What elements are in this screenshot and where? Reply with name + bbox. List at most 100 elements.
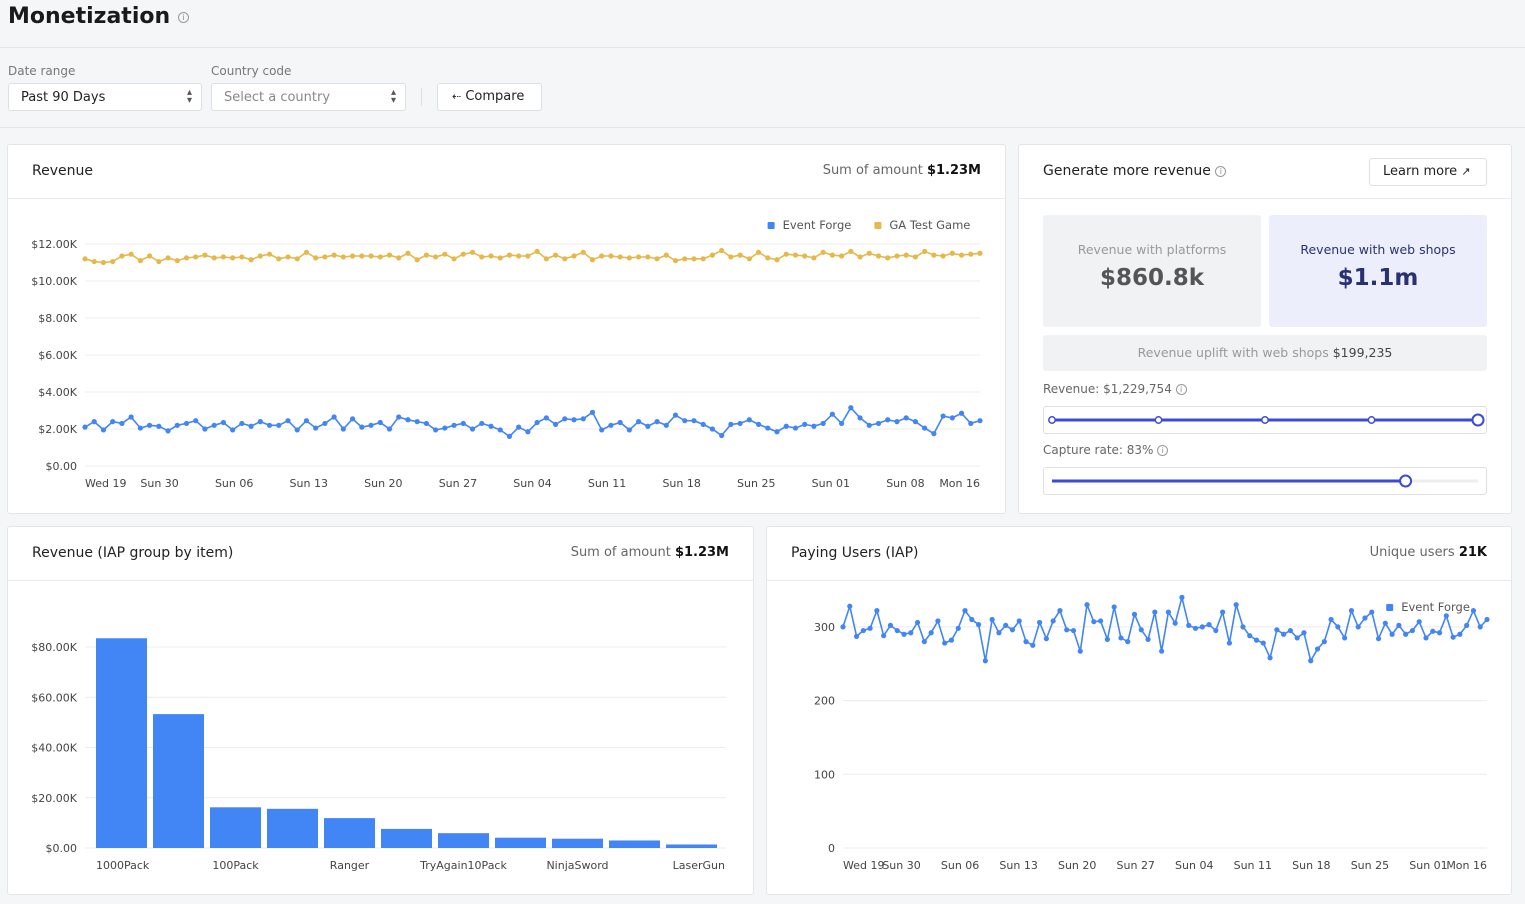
- bar: [495, 837, 546, 848]
- revenue-chart[interactable]: $0.00 $2.00K $4.00K $6.00K $8.00K $10.00K $12.…: [8, 200, 1005, 514]
- slider-step-dot: [1261, 416, 1269, 424]
- data-point: [1016, 618, 1022, 624]
- data-point: [488, 253, 494, 259]
- data-point: [1125, 639, 1131, 645]
- date-range-value: Past 90 Days: [21, 90, 106, 105]
- x-tick-label: Ranger: [330, 859, 370, 872]
- data-point: [1314, 646, 1321, 652]
- data-point: [202, 252, 208, 258]
- country-select[interactable]: Select a country ▴ ▾: [211, 83, 406, 111]
- data-point: [885, 417, 891, 423]
- data-point: [887, 622, 894, 628]
- compare-icon: ⇠: [452, 90, 462, 103]
- data-point: [1179, 594, 1185, 600]
- data-point: [414, 419, 420, 425]
- uplift-value: $199,235: [1332, 345, 1393, 360]
- bar: [324, 818, 375, 848]
- iap-chart[interactable]: $0.00 $20.00K $40.00K $60.00K $80.00K 1000Pac…: [8, 582, 753, 894]
- data-point: [1057, 608, 1063, 614]
- info-icon[interactable]: i: [1157, 445, 1169, 456]
- data-point: [1091, 619, 1097, 625]
- data-point: [783, 423, 789, 429]
- data-point: [866, 422, 872, 428]
- capture-slider[interactable]: [1043, 467, 1487, 495]
- data-point: [866, 250, 872, 256]
- data-point: [377, 419, 383, 426]
- data-point: [940, 253, 946, 259]
- x-tick-label: 100Pack: [212, 859, 259, 872]
- data-point: [1172, 620, 1178, 626]
- data-point: [691, 418, 697, 424]
- data-point: [875, 253, 882, 259]
- sum-value: $1.23M: [674, 545, 729, 560]
- info-icon[interactable]: i: [177, 11, 189, 23]
- bar: [552, 838, 603, 848]
- data-point: [230, 255, 236, 261]
- data-point: [1335, 624, 1341, 630]
- y-tick-label: $0.00: [46, 842, 78, 855]
- data-point: [303, 249, 310, 255]
- data-point: [562, 416, 568, 422]
- data-point: [1145, 636, 1151, 642]
- revenue-slider[interactable]: [1043, 406, 1487, 434]
- data-point: [193, 254, 199, 260]
- data-point: [479, 254, 485, 260]
- data-point: [433, 254, 439, 260]
- external-link-icon: ↗: [1461, 165, 1471, 178]
- capture-slider-track[interactable]: [1044, 468, 1486, 494]
- data-point: [848, 405, 854, 411]
- data-point: [460, 420, 466, 427]
- data-point: [1036, 619, 1043, 626]
- legend-swatch: [1386, 604, 1394, 611]
- data-point: [840, 624, 846, 630]
- data-point: [1165, 609, 1171, 615]
- data-point: [137, 425, 143, 431]
- data-point: [1104, 636, 1110, 642]
- info-icon[interactable]: i: [1215, 165, 1227, 177]
- data-point: [239, 420, 245, 427]
- data-point: [617, 254, 623, 260]
- data-point: [912, 419, 919, 425]
- data-point: [838, 253, 845, 259]
- card-header: Paying Users (IAP) Unique users 21K: [767, 527, 1511, 581]
- data-point: [82, 256, 88, 262]
- data-point: [903, 415, 909, 421]
- data-point: [691, 256, 697, 262]
- date-range-select[interactable]: Past 90 Days ▴ ▾: [8, 83, 202, 111]
- data-point: [119, 253, 125, 259]
- data-point: [636, 419, 642, 425]
- data-point: [802, 253, 808, 259]
- data-point: [1403, 631, 1409, 637]
- x-tick-label: NinjaSword: [546, 859, 608, 872]
- data-point: [202, 426, 208, 432]
- sum-value: 21K: [1458, 545, 1487, 560]
- data-point: [949, 250, 955, 256]
- data-point: [1064, 627, 1070, 633]
- data-point: [948, 637, 955, 643]
- compare-button[interactable]: ⇠ Compare: [437, 83, 542, 111]
- data-point: [100, 259, 107, 266]
- data-point: [1111, 604, 1117, 610]
- legend-swatch: [767, 222, 775, 229]
- info-icon[interactable]: i: [1175, 384, 1187, 395]
- paying-title: Paying Users (IAP): [791, 545, 919, 561]
- legend-label: Event Forge: [783, 218, 852, 232]
- data-point: [340, 426, 346, 432]
- data-point: [860, 627, 866, 634]
- generate-title: Generate more revenue: [1043, 163, 1211, 179]
- data-point: [746, 417, 752, 423]
- data-point: [968, 251, 974, 257]
- data-point: [908, 630, 914, 636]
- x-tick-label: Sun 06: [215, 477, 253, 490]
- data-point: [183, 255, 190, 261]
- data-point: [1443, 613, 1449, 619]
- data-point: [414, 257, 420, 263]
- data-point: [1375, 636, 1382, 642]
- revenue-slider-track[interactable]: [1044, 407, 1486, 433]
- data-point: [396, 255, 402, 261]
- data-point: [1436, 630, 1443, 636]
- learn-more-button[interactable]: Learn more ↗: [1369, 158, 1487, 186]
- iap-card: Revenue (IAP group by item) Sum of amoun…: [7, 526, 754, 895]
- data-point: [1267, 655, 1273, 661]
